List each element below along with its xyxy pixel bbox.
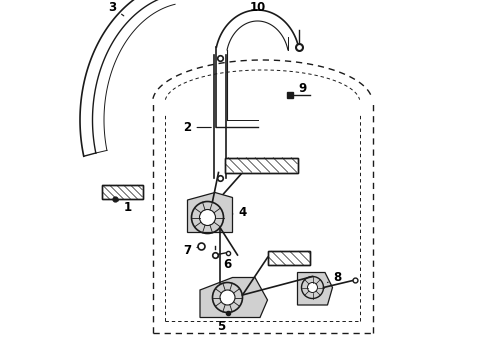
Text: 3: 3: [108, 1, 124, 16]
Text: 1: 1: [118, 201, 131, 214]
Text: 9: 9: [291, 82, 307, 95]
Text: 8: 8: [327, 271, 342, 284]
Text: 2: 2: [183, 121, 211, 134]
Text: 5: 5: [217, 312, 227, 333]
Text: 4: 4: [232, 206, 246, 219]
Circle shape: [199, 210, 216, 225]
Polygon shape: [200, 278, 268, 318]
Text: 10: 10: [249, 1, 266, 14]
Polygon shape: [297, 273, 333, 305]
Polygon shape: [188, 193, 232, 233]
Polygon shape: [225, 158, 297, 172]
Polygon shape: [268, 251, 310, 265]
Text: 7: 7: [183, 244, 198, 257]
Text: 6: 6: [218, 257, 232, 270]
Polygon shape: [102, 185, 143, 199]
Circle shape: [308, 283, 318, 292]
Circle shape: [220, 290, 235, 305]
